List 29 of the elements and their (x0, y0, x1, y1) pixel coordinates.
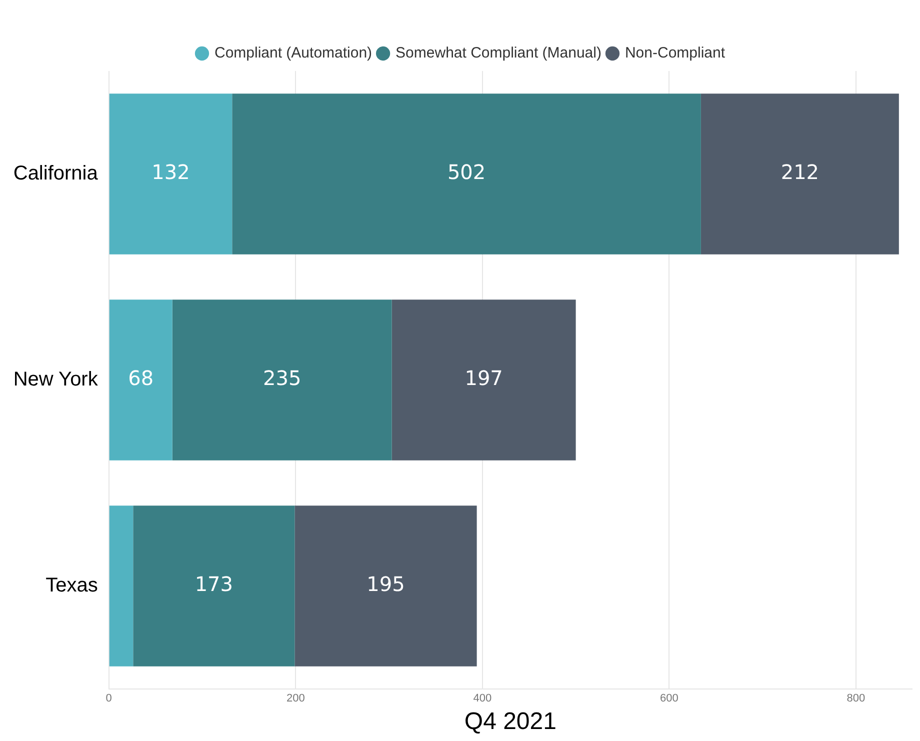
data-label: 235 (262, 366, 302, 390)
y-tick-label: California (13, 162, 99, 185)
x-axis-title: Q4 2021 (464, 708, 556, 736)
x-tick-label: 600 (660, 692, 678, 705)
x-tick-label: 200 (286, 692, 305, 705)
data-label: 502 (447, 160, 486, 184)
bar (392, 300, 576, 460)
legend-label: Non-Compliant (624, 44, 726, 62)
data-label: 197 (464, 366, 503, 390)
legend-label: Somewhat Compliant (Manual) (396, 44, 602, 62)
x-tick-label: 400 (473, 692, 492, 705)
data-label: 212 (780, 160, 820, 184)
data-label: 173 (194, 572, 234, 596)
bar (133, 506, 295, 666)
y-tick-label: New York (13, 368, 99, 391)
x-tick-label: 0 (106, 692, 112, 705)
data-label: 195 (366, 572, 405, 596)
legend-label: Compliant (Automation) (214, 44, 372, 62)
bar (232, 94, 701, 254)
bar (700, 94, 899, 254)
bar (109, 300, 172, 460)
data-label: 132 (152, 160, 190, 184)
bar (109, 506, 134, 666)
data-label: 68 (128, 366, 154, 390)
x-tick-label: 800 (846, 692, 866, 705)
y-tick-label: Texas (46, 574, 98, 597)
bar (109, 94, 232, 254)
bar (294, 506, 477, 666)
bar (172, 300, 392, 460)
